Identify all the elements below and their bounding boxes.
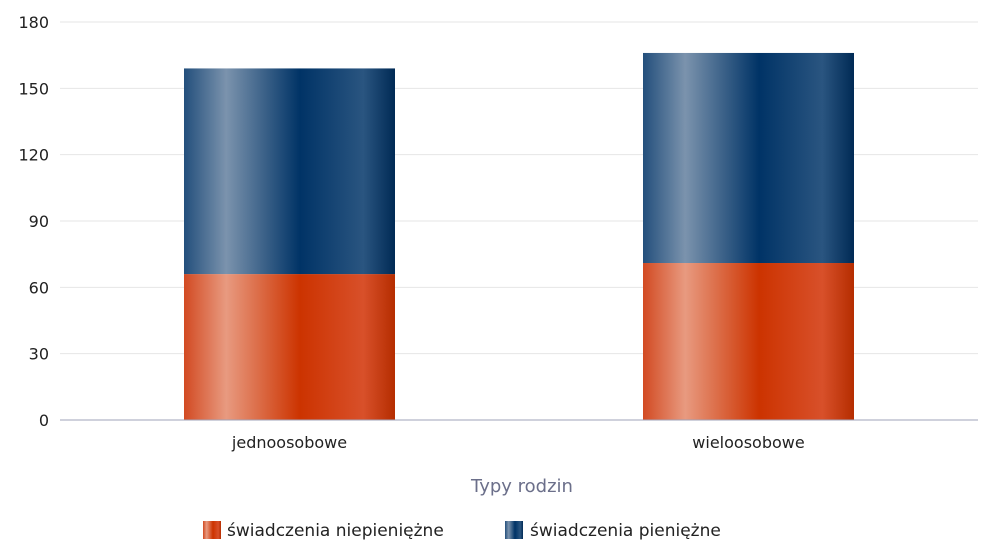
y-tick-label: 90 (29, 212, 49, 231)
x-axis: jednoosobowe wieloosobowe (60, 419, 978, 452)
y-tick-label: 0 (39, 411, 49, 430)
legend-swatch (203, 521, 221, 539)
y-tick-label: 120 (18, 146, 49, 165)
bars (184, 52, 854, 420)
legend-label: świadczenia pieniężne (530, 521, 721, 541)
y-tick-label: 60 (29, 278, 49, 297)
legend: świadczenia niepieniężne świadczenia pien… (203, 521, 721, 541)
bar-niepieniezne-jednoosobowe (184, 274, 395, 420)
x-category-label: wieloosobowe (692, 433, 804, 452)
y-tick-label: 180 (18, 13, 49, 32)
bar-niepieniezne-wieloosobowe (643, 263, 854, 420)
x-category-label: jednoosobowe (231, 433, 347, 452)
legend-swatch (505, 521, 523, 539)
y-tick-label: 30 (29, 345, 49, 364)
bar-pieniezne-jednoosobowe (184, 68, 395, 275)
legend-label: świadczenia niepieniężne (227, 521, 444, 541)
bar-pieniezne-wieloosobowe (643, 52, 854, 264)
x-axis-title: Typy rodzin (470, 476, 573, 497)
y-axis: 0 30 60 90 120 150 180 (18, 13, 49, 430)
y-tick-label: 150 (18, 79, 49, 98)
